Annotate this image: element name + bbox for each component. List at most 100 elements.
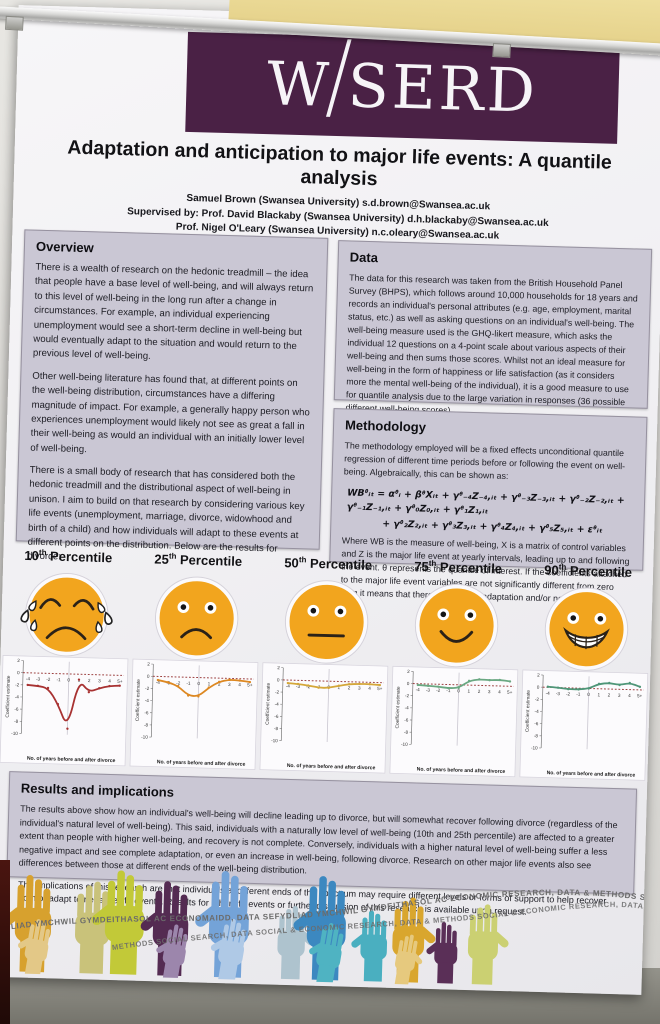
- svg-text:-2: -2: [176, 680, 181, 685]
- svg-text:Coefficient estimate: Coefficient estimate: [135, 679, 142, 722]
- svg-text:No. of years before and after: No. of years before and after divorce: [547, 770, 636, 778]
- logo-part2: SERD: [346, 51, 539, 127]
- overview-paragraph-2: Other well-being literature has found th…: [30, 370, 310, 455]
- svg-text:4: 4: [368, 686, 371, 691]
- overview-panel: Overview There is a wealth of research o…: [15, 229, 329, 563]
- svg-text:Coefficient estimate: Coefficient estimate: [395, 686, 402, 729]
- svg-text:0: 0: [537, 685, 540, 690]
- svg-text:3: 3: [618, 693, 621, 698]
- svg-text:0: 0: [587, 692, 590, 697]
- svg-text:2: 2: [478, 689, 481, 694]
- svg-text:3: 3: [488, 689, 491, 694]
- svg-text:2: 2: [348, 685, 351, 690]
- svg-text:1: 1: [597, 692, 600, 697]
- percentile-cell-90th: 90th Percentile: [520, 561, 653, 683]
- svg-text:-8: -8: [14, 719, 19, 724]
- face-smile-icon: [408, 584, 502, 679]
- svg-text:-6: -6: [534, 721, 539, 726]
- svg-text:-4: -4: [546, 691, 551, 696]
- svg-text:5+: 5+: [247, 682, 253, 687]
- percentile-label: 10th Percentile: [24, 547, 113, 566]
- mini-chart-50th-percentile: 20-2-4-6-8-10-4-3-2-1012345+Coefficient …: [257, 662, 390, 774]
- svg-text:-8: -8: [534, 733, 539, 738]
- methodology-heading: Methodology: [344, 417, 427, 435]
- svg-text:1: 1: [467, 689, 470, 694]
- svg-text:-2: -2: [275, 689, 280, 694]
- wiserd-logo-text: W SERD: [266, 39, 539, 127]
- svg-text:3: 3: [98, 678, 101, 683]
- logo-part1: W: [266, 49, 333, 121]
- svg-text:Coefficient estimate: Coefficient estimate: [5, 675, 12, 718]
- svg-text:Coefficient estimate: Coefficient estimate: [525, 690, 532, 733]
- charts-row: 20-2-4-6-8-10-4-3-2-1012345+Coefficient …: [0, 655, 650, 781]
- svg-text:0: 0: [147, 674, 150, 679]
- svg-text:-10: -10: [401, 742, 408, 747]
- svg-text:1: 1: [208, 681, 211, 686]
- face-neutral-icon: [278, 580, 372, 675]
- svg-text:-4: -4: [416, 687, 421, 692]
- svg-text:0: 0: [457, 688, 460, 693]
- left-edge-object: [0, 860, 10, 1024]
- svg-text:-1: -1: [186, 681, 191, 686]
- svg-text:-8: -8: [274, 726, 279, 731]
- rail-bracket-right: [492, 43, 512, 59]
- data-panel: Data The data for this research was take…: [333, 240, 653, 416]
- svg-text:-6: -6: [14, 707, 19, 712]
- svg-text:-4: -4: [405, 705, 410, 710]
- svg-text:2: 2: [88, 678, 91, 683]
- mini-chart-25th-percentile: 20-2-4-6-8-10-4-3-2-1012345+Coefficient …: [127, 658, 260, 770]
- svg-text:-4: -4: [275, 702, 280, 707]
- svg-text:-4: -4: [15, 694, 20, 699]
- svg-text:0: 0: [407, 681, 410, 686]
- svg-text:No. of years before and after: No. of years before and after divorce: [157, 759, 246, 767]
- svg-text:-2: -2: [535, 697, 540, 702]
- svg-text:-4: -4: [156, 680, 161, 685]
- svg-text:-2: -2: [405, 693, 410, 698]
- mini-chart-75th-percentile: 2 0 -2 -4 -6 -8 -10 -4 -3 -2 -1 0 1 2 3 4 5+ Coefficient …: [387, 665, 520, 778]
- methodology-intro: The methodology employed will be a fixed…: [343, 440, 626, 482]
- svg-text:No. of years before and after: No. of years before and after divorce: [27, 756, 116, 764]
- svg-text:No. of years before and after: No. of years before and after divorce: [287, 763, 376, 771]
- percentile-label: 50th Percentile: [284, 555, 373, 573]
- svg-text:5+: 5+: [117, 679, 123, 684]
- svg-text:No. of years before and after: No. of years before and after divorce: [417, 767, 506, 775]
- svg-text:2: 2: [407, 669, 410, 674]
- percentile-faces-row: 10th Percentile 25th Percentile 50th Per…: [0, 547, 653, 683]
- svg-text:-2: -2: [15, 682, 20, 687]
- svg-text:-1: -1: [446, 688, 451, 693]
- svg-text:4: 4: [498, 689, 501, 694]
- overview-heading: Overview: [35, 238, 94, 256]
- svg-text:3: 3: [358, 686, 361, 691]
- svg-text:1: 1: [338, 685, 341, 690]
- svg-text:-3: -3: [36, 677, 41, 682]
- percentile-label: 90th Percentile: [544, 562, 633, 580]
- svg-text:0: 0: [17, 670, 20, 675]
- svg-text:-10: -10: [531, 745, 538, 750]
- svg-text:-4: -4: [286, 684, 291, 689]
- face-grin-icon: [538, 587, 632, 682]
- svg-text:3: 3: [228, 682, 231, 687]
- face-sad-icon: [148, 576, 242, 671]
- percentile-cell-25th: 25th Percentile: [130, 551, 263, 673]
- svg-text:2: 2: [17, 658, 20, 663]
- percentile-cell-50th: 50th Percentile: [260, 554, 393, 676]
- svg-text:-3: -3: [296, 684, 301, 689]
- svg-text:4: 4: [628, 693, 631, 698]
- svg-text:-4: -4: [26, 676, 31, 681]
- svg-text:-4: -4: [145, 698, 150, 703]
- svg-text:-1: -1: [56, 677, 61, 682]
- svg-text:-8: -8: [144, 722, 149, 727]
- svg-text:2: 2: [608, 692, 611, 697]
- percentile-cell-10th: 10th Percentile: [0, 547, 133, 669]
- poster-sheet: W SERD Adaptation and anticipation to maj…: [0, 5, 660, 995]
- svg-text:2: 2: [147, 662, 150, 667]
- data-heading: Data: [349, 249, 379, 266]
- svg-text:5+: 5+: [377, 686, 383, 691]
- svg-text:Coefficient estimate: Coefficient estimate: [265, 682, 272, 725]
- svg-text:-4: -4: [535, 709, 540, 714]
- svg-text:2: 2: [277, 665, 280, 670]
- svg-text:2: 2: [218, 682, 221, 687]
- svg-text:-1: -1: [576, 692, 581, 697]
- face-crying-icon: [18, 573, 113, 668]
